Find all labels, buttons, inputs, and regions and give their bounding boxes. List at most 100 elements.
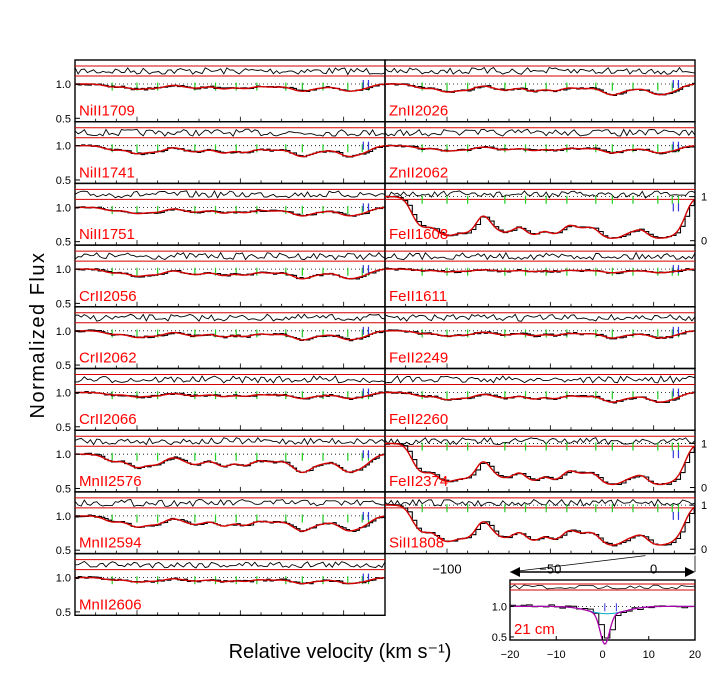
panel-niii1751: 1.0 0.5 NiII1751: [56, 182, 386, 249]
zoom-arrow-left: [510, 567, 520, 577]
inset-component-fit: [510, 605, 695, 615]
panel-label: MnII2576: [79, 473, 142, 490]
y-tick-label: 0.5: [56, 113, 71, 125]
axes-labels: Normalized Flux Relative velocity (km s⁻…: [27, 252, 451, 663]
zoom-arrow-right: [685, 567, 695, 577]
y-tick-label: 1.0: [56, 449, 71, 461]
residual-trace: [74, 190, 386, 199]
data-histogram: [75, 268, 385, 280]
panel-label: FeII2260: [389, 411, 448, 428]
panel-label: NiII1741: [79, 164, 135, 181]
inset-21cm: 1.0 0.5 −20 −10 0 10 20 21 cm: [492, 555, 701, 661]
y-tick-label: 1.0: [56, 387, 71, 399]
y-tick-label: 0.5: [56, 237, 71, 249]
residual-trace: [384, 313, 696, 322]
panel-label: NiII1751: [79, 226, 135, 243]
inset-y-tick-label: 1.0: [492, 601, 507, 613]
y-tick-label: 1.0: [56, 202, 71, 214]
panel-feii2249: FeII2249: [384, 306, 696, 370]
y-tick-label: 1.0: [56, 79, 71, 91]
x-axis-label: Relative velocity (km s⁻¹): [229, 641, 452, 663]
y-tick-label: 0.5: [56, 607, 71, 619]
panel-label: CrII2066: [79, 411, 137, 428]
panel-frame: [74, 552, 386, 616]
inset-x-tick-label: 0: [599, 649, 605, 661]
panel-mnii2606: 1.0 0.5 MnII2606: [56, 552, 386, 619]
y-tick-label: 1: [701, 192, 707, 204]
y-tick-label: 1: [701, 500, 707, 512]
panel-mnii2576: 1.0 0.5 MnII2576: [56, 429, 386, 495]
residual-trace: [384, 251, 696, 261]
model-fit: [75, 330, 385, 341]
model-fit: [385, 195, 695, 239]
data-histogram: [385, 504, 695, 547]
x-tick-label: 0: [650, 562, 657, 577]
model-fit: [75, 268, 385, 280]
y-tick-label: 1: [701, 438, 707, 450]
y-tick-label: 0.5: [56, 545, 71, 557]
y-tick-label: 1.0: [56, 511, 71, 523]
residual-trace: [384, 498, 696, 508]
residual-trace: [384, 66, 696, 75]
model-fit: [385, 504, 695, 546]
panel-crii2062: 1.0 0.5 CrII2062: [56, 306, 386, 372]
inset-x-tick-label: 20: [689, 649, 701, 661]
model-fit: [75, 83, 385, 93]
inset-y-tick-label: 0.5: [492, 632, 507, 644]
data-histogram: [385, 82, 695, 97]
panel-feii1611: FeII1611: [384, 244, 696, 308]
model-fit: [75, 391, 385, 400]
panel-label: SiII1808: [389, 535, 444, 552]
inset-x-tick-label: 10: [643, 649, 655, 661]
model-fit: [75, 453, 385, 474]
panel-grid: 1.0 0.5 NiII1709 1.0 0.5 NiII1741 1.0 0.5 NiII17…: [56, 59, 707, 619]
residual-trace: [74, 498, 386, 508]
residual-trace: [74, 313, 386, 322]
residual-trace: [74, 437, 386, 446]
panel-label: FeII1611: [389, 288, 447, 305]
panel-label: CrII2062: [79, 350, 137, 367]
data-histogram: [385, 391, 695, 404]
residual-trace: [74, 560, 386, 569]
data-histogram: [75, 452, 385, 474]
residual-trace: [74, 251, 386, 261]
y-axis-label: Normalized Flux: [27, 252, 49, 419]
panel-feii2374: 1 0 FeII2374: [384, 429, 707, 494]
model-fit: [75, 576, 385, 585]
model-fit: [75, 145, 385, 158]
residual-trace: [74, 67, 386, 76]
data-histogram: [75, 514, 385, 533]
panel-znii2062: ZnII2062: [384, 120, 696, 185]
inset-label: 21 cm: [514, 621, 555, 638]
y-tick-label: 1.0: [56, 573, 71, 585]
panel-znii2026: ZnII2026: [384, 59, 696, 123]
panel-label: FeII2374: [389, 473, 448, 490]
inset-x-tick-label: −20: [501, 649, 520, 661]
model-fit: [385, 330, 695, 339]
panel-niii1709: 1.0 0.5 NiII1709: [56, 59, 386, 125]
residual-trace: [384, 375, 696, 384]
residual-trace: [384, 436, 696, 446]
y-tick-label: 0.5: [56, 360, 71, 372]
y-tick-label: 0: [701, 482, 707, 494]
model-fit: [385, 391, 695, 403]
y-tick-label: 0.5: [56, 298, 71, 310]
panel-feii1608: 1 0 FeII1608: [384, 182, 707, 248]
panel-niii1741: 1.0 0.5 NiII1741: [56, 120, 386, 187]
residual-trace: [74, 375, 386, 384]
panel-siii1808: 1 0 SiII1808: [384, 491, 707, 556]
panel-label: NiII1709: [79, 103, 135, 120]
model-fit: [385, 442, 695, 486]
y-tick-label: 1.0: [56, 264, 71, 276]
y-tick-label: 0: [701, 236, 707, 248]
panel-label: ZnII2026: [389, 103, 448, 120]
y-tick-label: 1.0: [56, 141, 71, 153]
inset-x-tick-label: −10: [547, 649, 566, 661]
panel-label: ZnII2062: [389, 164, 448, 181]
panel-label: FeII2249: [389, 350, 448, 367]
x-tick-label: −100: [432, 562, 461, 577]
model-fit: [75, 515, 385, 532]
model-fit: [75, 206, 385, 217]
residual-trace: [384, 190, 696, 199]
y-tick-label: 0: [701, 544, 707, 556]
